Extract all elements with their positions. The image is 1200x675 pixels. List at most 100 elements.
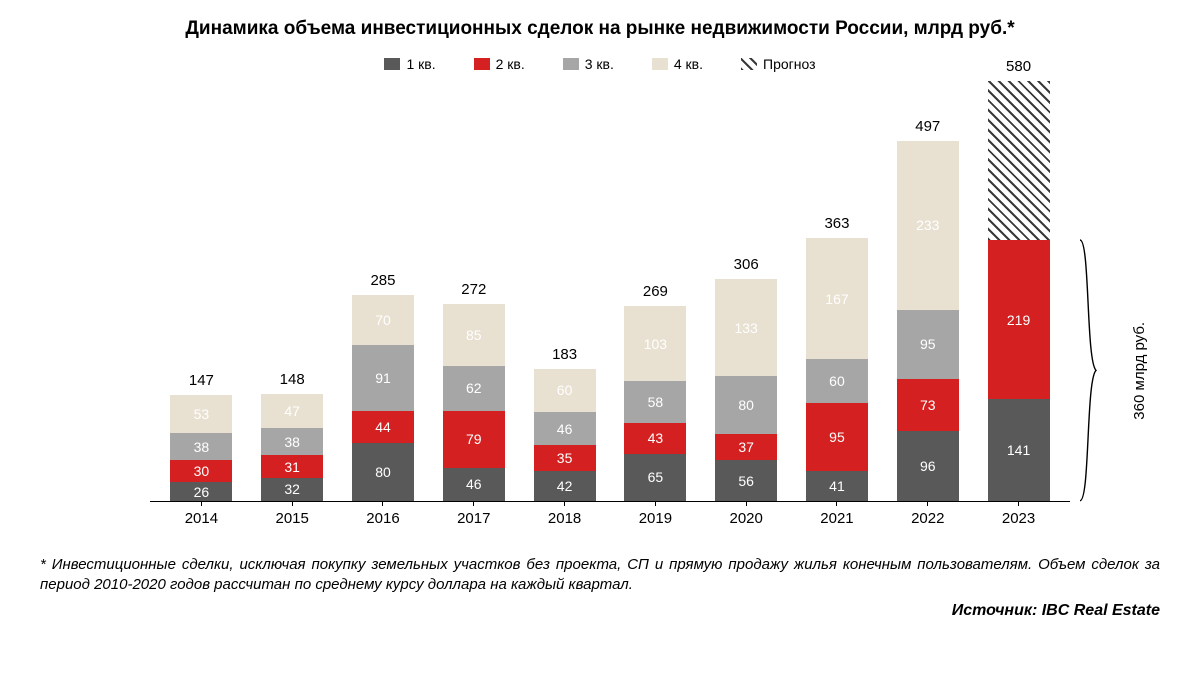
seg-2021-q3: 60: [806, 359, 868, 402]
bar-2018: 42354660183: [534, 369, 596, 501]
total-2018: 183: [552, 346, 577, 363]
x-label-2018: 2018: [534, 510, 596, 527]
x-tick-2015: [261, 501, 323, 506]
x-ticks: [150, 501, 1070, 506]
seg-2016-q4: 70: [352, 295, 414, 346]
x-tick-2018: [534, 501, 596, 506]
legend-swatch-q4: [652, 58, 668, 70]
footnote: * Инвестиционные сделки, исключая покупк…: [40, 555, 1160, 596]
seg-2017-q2: 79: [443, 411, 505, 468]
seg-2014-q2: 30: [170, 460, 232, 482]
seg-2023-forecast: [988, 81, 1050, 240]
seg-2020-q4: 133: [715, 279, 777, 375]
legend-label-q1: 1 кв.: [406, 56, 435, 72]
x-tick-2014: [170, 501, 232, 506]
x-tick-2021: [806, 501, 868, 506]
legend-swatch-q3: [563, 58, 579, 70]
x-tick-2019: [624, 501, 686, 506]
total-2015: 148: [280, 371, 305, 388]
x-label-2023: 2023: [988, 510, 1050, 527]
seg-2015-q1: 32: [261, 478, 323, 501]
seg-2016-q1: 80: [352, 443, 414, 501]
seg-2017-q4: 85: [443, 304, 505, 366]
plot-area: 2630385314732313847148804491702854679628…: [150, 82, 1070, 502]
x-label-2016: 2016: [352, 510, 414, 527]
seg-2018-q1: 42: [534, 471, 596, 501]
x-tick-2023: [988, 501, 1050, 506]
x-label-2021: 2021: [806, 510, 868, 527]
legend-forecast: Прогноз: [741, 56, 816, 72]
bar-2020: 563780133306: [715, 279, 777, 501]
bars-container: 2630385314732313847148804491702854679628…: [150, 82, 1070, 501]
legend-label-q4: 4 кв.: [674, 56, 703, 72]
x-label-2017: 2017: [443, 510, 505, 527]
total-2023: 580: [1006, 58, 1031, 75]
seg-2016-q2: 44: [352, 411, 414, 443]
x-tick-2017: [443, 501, 505, 506]
bracket-annotation: [1078, 240, 1128, 501]
seg-2014-q4: 53: [170, 395, 232, 433]
bar-2023: 141219580: [988, 81, 1050, 501]
seg-2017-q1: 46: [443, 468, 505, 501]
bracket-label: 360 млрд руб.: [1131, 240, 1148, 501]
x-label-2022: 2022: [897, 510, 959, 527]
seg-2014-q3: 38: [170, 433, 232, 461]
total-2022: 497: [915, 118, 940, 135]
seg-2021-q4: 167: [806, 238, 868, 359]
total-2016: 285: [370, 272, 395, 289]
seg-2019-q2: 43: [624, 423, 686, 454]
seg-2023-q2: 219: [988, 240, 1050, 399]
legend-label-forecast: Прогноз: [763, 56, 816, 72]
seg-2019-q4: 103: [624, 306, 686, 381]
legend-q2: 2 кв.: [474, 56, 525, 72]
bar-2017: 46796285272: [443, 304, 505, 501]
x-label-2019: 2019: [624, 510, 686, 527]
seg-2019-q1: 65: [624, 454, 686, 501]
legend-q3: 3 кв.: [563, 56, 614, 72]
bar-2019: 654358103269: [624, 306, 686, 501]
total-2017: 272: [461, 281, 486, 298]
x-tick-2022: [897, 501, 959, 506]
seg-2023-q1: 141: [988, 399, 1050, 501]
seg-2019-q3: 58: [624, 381, 686, 423]
bar-2022: 967395233497: [897, 141, 959, 501]
seg-2022-q1: 96: [897, 431, 959, 501]
bar-2014: 26303853147: [170, 395, 232, 501]
seg-2014-q1: 26: [170, 482, 232, 501]
total-2019: 269: [643, 283, 668, 300]
chart: 2630385314732313847148804491702854679628…: [150, 82, 1070, 527]
seg-2020-q3: 80: [715, 376, 777, 434]
x-label-2015: 2015: [261, 510, 323, 527]
seg-2022-q4: 233: [897, 141, 959, 310]
legend: 1 кв. 2 кв. 3 кв. 4 кв. Прогноз: [40, 56, 1160, 72]
seg-2017-q3: 62: [443, 366, 505, 411]
bar-2016: 80449170285: [352, 295, 414, 501]
chart-title: Динамика объема инвестиционных сделок на…: [40, 18, 1160, 40]
seg-2020-q2: 37: [715, 434, 777, 461]
legend-swatch-q1: [384, 58, 400, 70]
legend-label-q3: 3 кв.: [585, 56, 614, 72]
seg-2016-q3: 91: [352, 345, 414, 411]
bar-2015: 32313847148: [261, 394, 323, 501]
seg-2015-q4: 47: [261, 394, 323, 428]
seg-2018-q4: 60: [534, 369, 596, 412]
seg-2021-q1: 41: [806, 471, 868, 501]
seg-2022-q2: 73: [897, 379, 959, 432]
seg-2015-q3: 38: [261, 428, 323, 456]
seg-2020-q1: 56: [715, 460, 777, 501]
x-tick-2016: [352, 501, 414, 506]
seg-2021-q2: 95: [806, 403, 868, 472]
x-tick-2020: [715, 501, 777, 506]
legend-label-q2: 2 кв.: [496, 56, 525, 72]
total-2021: 363: [824, 215, 849, 232]
total-2020: 306: [734, 256, 759, 273]
x-axis: 2014 2015 2016 2017 2018 2019 2020 2021 2022 2023: [150, 510, 1070, 527]
legend-q4: 4 кв.: [652, 56, 703, 72]
x-label-2020: 2020: [715, 510, 777, 527]
seg-2018-q2: 35: [534, 445, 596, 470]
x-label-2014: 2014: [170, 510, 232, 527]
seg-2022-q3: 95: [897, 310, 959, 379]
source: Источник: IBC Real Estate: [40, 602, 1160, 620]
seg-2015-q2: 31: [261, 455, 323, 477]
legend-q1: 1 кв.: [384, 56, 435, 72]
